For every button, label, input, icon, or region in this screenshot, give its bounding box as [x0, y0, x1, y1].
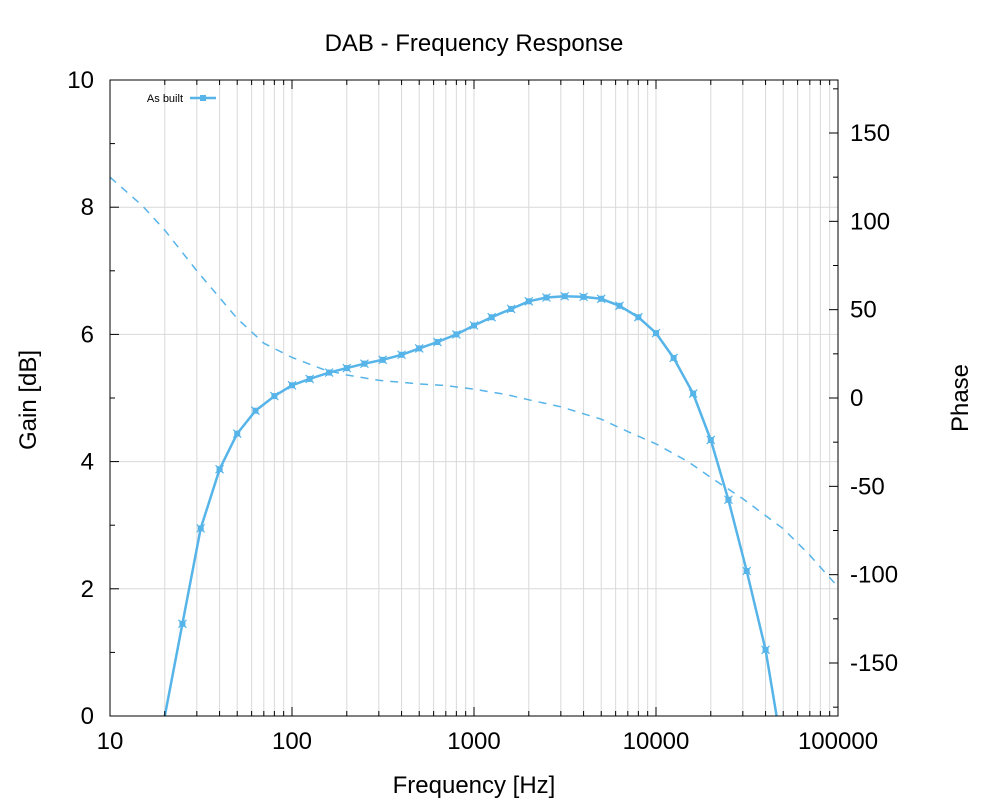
gain-data-point-cross	[651, 328, 661, 338]
y-tick-label: 10	[67, 67, 94, 94]
gain-data-point-cross	[360, 359, 369, 369]
gain-data-point-cross	[669, 353, 679, 363]
y2-axis-label: Phase	[947, 364, 974, 432]
gain-data-point-cross	[178, 619, 187, 629]
y2-tick-label: 150	[850, 120, 890, 147]
y2-tick-label: -50	[850, 473, 885, 500]
y-tick-label: 8	[81, 194, 94, 221]
y2-tick-label: -100	[850, 562, 898, 589]
y-tick-label: 2	[81, 576, 94, 603]
gain-data-point-cross	[706, 435, 716, 445]
grid	[110, 80, 838, 716]
gain-data-point-cross	[579, 292, 588, 302]
legend-swatch-marker	[200, 95, 206, 101]
gain-data-point-cross	[269, 391, 279, 401]
gain-data-point-cross	[251, 406, 260, 416]
gain-data-point-cross	[761, 645, 770, 655]
gain-data-point-cross	[688, 389, 698, 398]
gain-data-point-cross	[378, 355, 388, 365]
gain-data-point-cross	[560, 291, 570, 301]
gain-data-point-cross	[451, 329, 461, 339]
y-axis-label: Gain [dB]	[15, 350, 42, 450]
gain-data-point-cross	[506, 304, 516, 314]
series-layer	[110, 176, 838, 716]
gain-data-point-cross	[633, 312, 643, 322]
gain-data-point-cross	[232, 429, 242, 439]
y-tick-label: 4	[81, 449, 94, 476]
gain-data-point-cross	[742, 566, 752, 576]
gain-data-point-cross	[287, 380, 297, 390]
chart-title: DAB - Frequency Response	[325, 30, 624, 57]
y2-tick-label: 0	[850, 385, 863, 412]
gain-data-point-cross	[305, 374, 315, 384]
gain-data-point-cross	[596, 294, 606, 304]
x-tick-label: 10	[97, 728, 124, 755]
x-tick-label: 10000	[623, 728, 690, 755]
y2-tick-label: -150	[850, 650, 898, 677]
gain-data-point-cross	[342, 363, 352, 373]
y-tick-label: 6	[81, 321, 94, 348]
x-axis-label: Frequency [Hz]	[393, 772, 556, 799]
series-clip-group	[110, 176, 838, 716]
gain-data-point-cross	[324, 368, 334, 377]
gain-data-point-cross	[215, 464, 224, 474]
y2-tick-label: 100	[850, 208, 890, 235]
x-tick-label: 100000	[798, 728, 878, 755]
gain-data-point-cross	[615, 301, 624, 311]
gain-data-point-cross	[542, 293, 551, 302]
gain-data-point-cross	[724, 495, 733, 505]
gain-data-point-cross	[397, 350, 406, 360]
legend: As built	[147, 93, 216, 105]
gain-data-point-cross	[433, 337, 442, 347]
y-tick-label: 0	[81, 703, 94, 730]
x-tick-label: 100	[272, 728, 312, 755]
legend-label: As built	[147, 93, 183, 105]
gain-data-point-cross	[196, 523, 206, 533]
gain-data-point-cross	[414, 343, 424, 353]
gain-data-point-cross	[469, 321, 479, 330]
gain-data-point-cross	[487, 312, 497, 322]
axes: 10 100 1000 10000 100000 0 2 4 6 8 10 -150 -100 -50 0 5…	[67, 67, 898, 755]
y2-tick-label: 50	[850, 297, 877, 324]
x-tick-label: 1000	[447, 728, 500, 755]
gain-data-point-cross	[524, 296, 534, 306]
